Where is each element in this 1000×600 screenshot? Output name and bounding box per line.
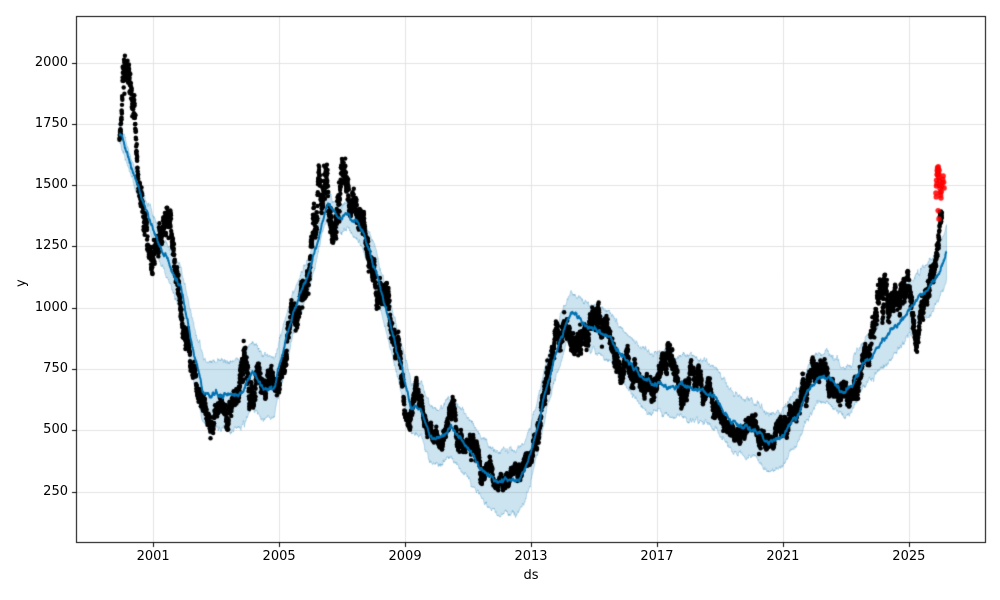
y-axis-label: y <box>14 279 29 287</box>
x-tick-label: 2009 <box>388 549 422 564</box>
x-tick-label: 2021 <box>766 549 800 564</box>
y-tick-label: 500 <box>43 422 68 438</box>
x-tick-label: 2025 <box>892 549 926 564</box>
y-tick-label: 750 <box>43 360 68 376</box>
x-tick-label: 2017 <box>640 549 674 564</box>
y-tick-label: 1500 <box>34 177 68 193</box>
y-tick-label: 2000 <box>34 54 68 70</box>
y-tick-label: 1750 <box>34 115 68 131</box>
y-tick-label: 250 <box>43 483 68 499</box>
x-axis-label: ds <box>523 568 539 583</box>
y-tick-label: 1000 <box>34 299 68 315</box>
x-tick-label: 2013 <box>514 549 548 564</box>
y-tick-label: 1250 <box>34 238 68 254</box>
x-tick-label: 2001 <box>136 549 170 564</box>
x-tick-label: 2005 <box>262 549 296 564</box>
